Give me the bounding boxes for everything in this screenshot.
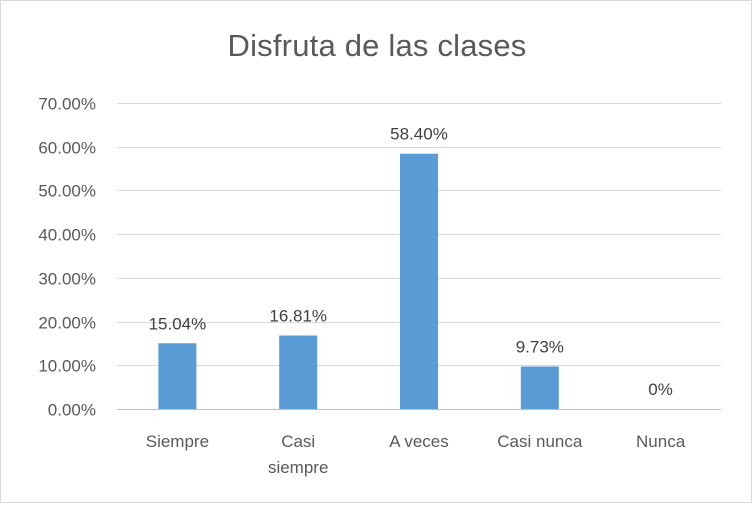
bar [158, 343, 197, 409]
y-tick-label: 50.00% [38, 182, 96, 201]
y-tick-label: 60.00% [38, 139, 96, 158]
data-label: 9.73% [516, 337, 564, 356]
y-tick-label: 70.00% [38, 95, 96, 114]
x-axis: Siempre Casi siempre A veces Casi nunca Nunca [117, 409, 721, 477]
bar [520, 366, 559, 409]
data-label: 16.81% [269, 307, 327, 326]
x-tick-label: Casi nunca [497, 432, 583, 451]
y-tick-label: 40.00% [38, 226, 96, 245]
x-tick-label: A veces [389, 432, 449, 451]
x-tick-label: Casi siempre [268, 432, 328, 477]
data-label: 0% [648, 380, 673, 399]
x-tick-label: Nunca [636, 432, 686, 451]
y-tick-label: 20.00% [38, 314, 96, 333]
bar [279, 335, 318, 409]
y-axis: 0.00% 10.00% 20.00% 30.00% 40.00% 50.00% 60.00… [38, 95, 96, 420]
bar [400, 153, 438, 409]
y-tick-label: 30.00% [38, 270, 96, 289]
bars [158, 153, 559, 409]
y-tick-label: 0.00% [48, 401, 96, 420]
data-label: 15.04% [149, 314, 207, 333]
data-labels: 15.04% 16.81% 58.40% 9.73% 0% [149, 125, 673, 399]
chart-title: Disfruta de las clases [227, 28, 527, 63]
x-tick-label: Siempre [146, 432, 209, 451]
y-tick-label: 10.00% [38, 357, 96, 376]
data-label: 58.40% [390, 125, 448, 144]
